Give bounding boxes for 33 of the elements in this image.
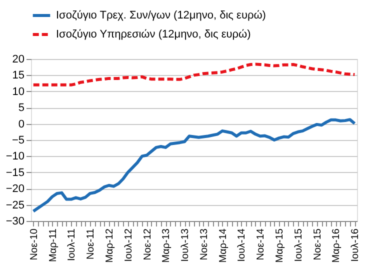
x-tick-label: Μαρ-15 [274, 228, 286, 263]
x-tick-label: Ιουλ-13 [180, 228, 192, 262]
x-tick-label: Νοε-12 [142, 228, 154, 260]
x-tick-label: Νοε-11 [86, 228, 97, 260]
x-tick-label: Ιουλ-12 [123, 228, 134, 262]
x-tick-label: Ιουλ-14 [236, 228, 248, 262]
y-tick-label: 5 [18, 102, 24, 114]
x-tick-label: Νοε-15 [312, 228, 324, 260]
legend-label: Ισοζύγιο Τρεχ. Συν/γων (12μηνο, δις ευρώ) [56, 10, 266, 22]
legend-label: Ισοζύγιο Υπηρεσιών (12μηνο, δις ευρώ) [56, 28, 251, 40]
y-tick-label: −30 [6, 216, 24, 228]
y-tick-label: −10 [6, 150, 24, 163]
x-tick-label: Ιουλ-11 [66, 228, 78, 262]
line-series [32, 118, 356, 213]
y-tick-label: −15 [6, 166, 24, 179]
y-tick-label: −5 [12, 134, 24, 146]
y-tick-label: 15 [12, 70, 24, 82]
x-tick-label: Μαρ-11 [48, 228, 59, 262]
y-tick-label: −25 [6, 199, 24, 212]
x-tick-label: Νοε-14 [256, 228, 267, 260]
x-tick-label: Ιουλ-16 [350, 228, 362, 262]
x-tick-label: Νοε-10 [28, 228, 40, 260]
y-tick-label: −20 [6, 183, 24, 196]
x-tick-label: Μαρ-16 [331, 228, 342, 263]
y-tick-label: 20 [12, 54, 24, 66]
y-tick-label: 10 [12, 86, 24, 98]
y-tick-label: 0 [18, 118, 24, 130]
x-tick-label: Νοε-13 [198, 228, 210, 260]
line-series [32, 62, 356, 86]
x-tick-label: Μαρ-13 [161, 228, 172, 263]
x-tick-label: Ιουλ-15 [293, 228, 304, 262]
x-tick-label: Μαρ-14 [218, 228, 229, 263]
x-tick-label: Μαρ-12 [104, 228, 116, 263]
